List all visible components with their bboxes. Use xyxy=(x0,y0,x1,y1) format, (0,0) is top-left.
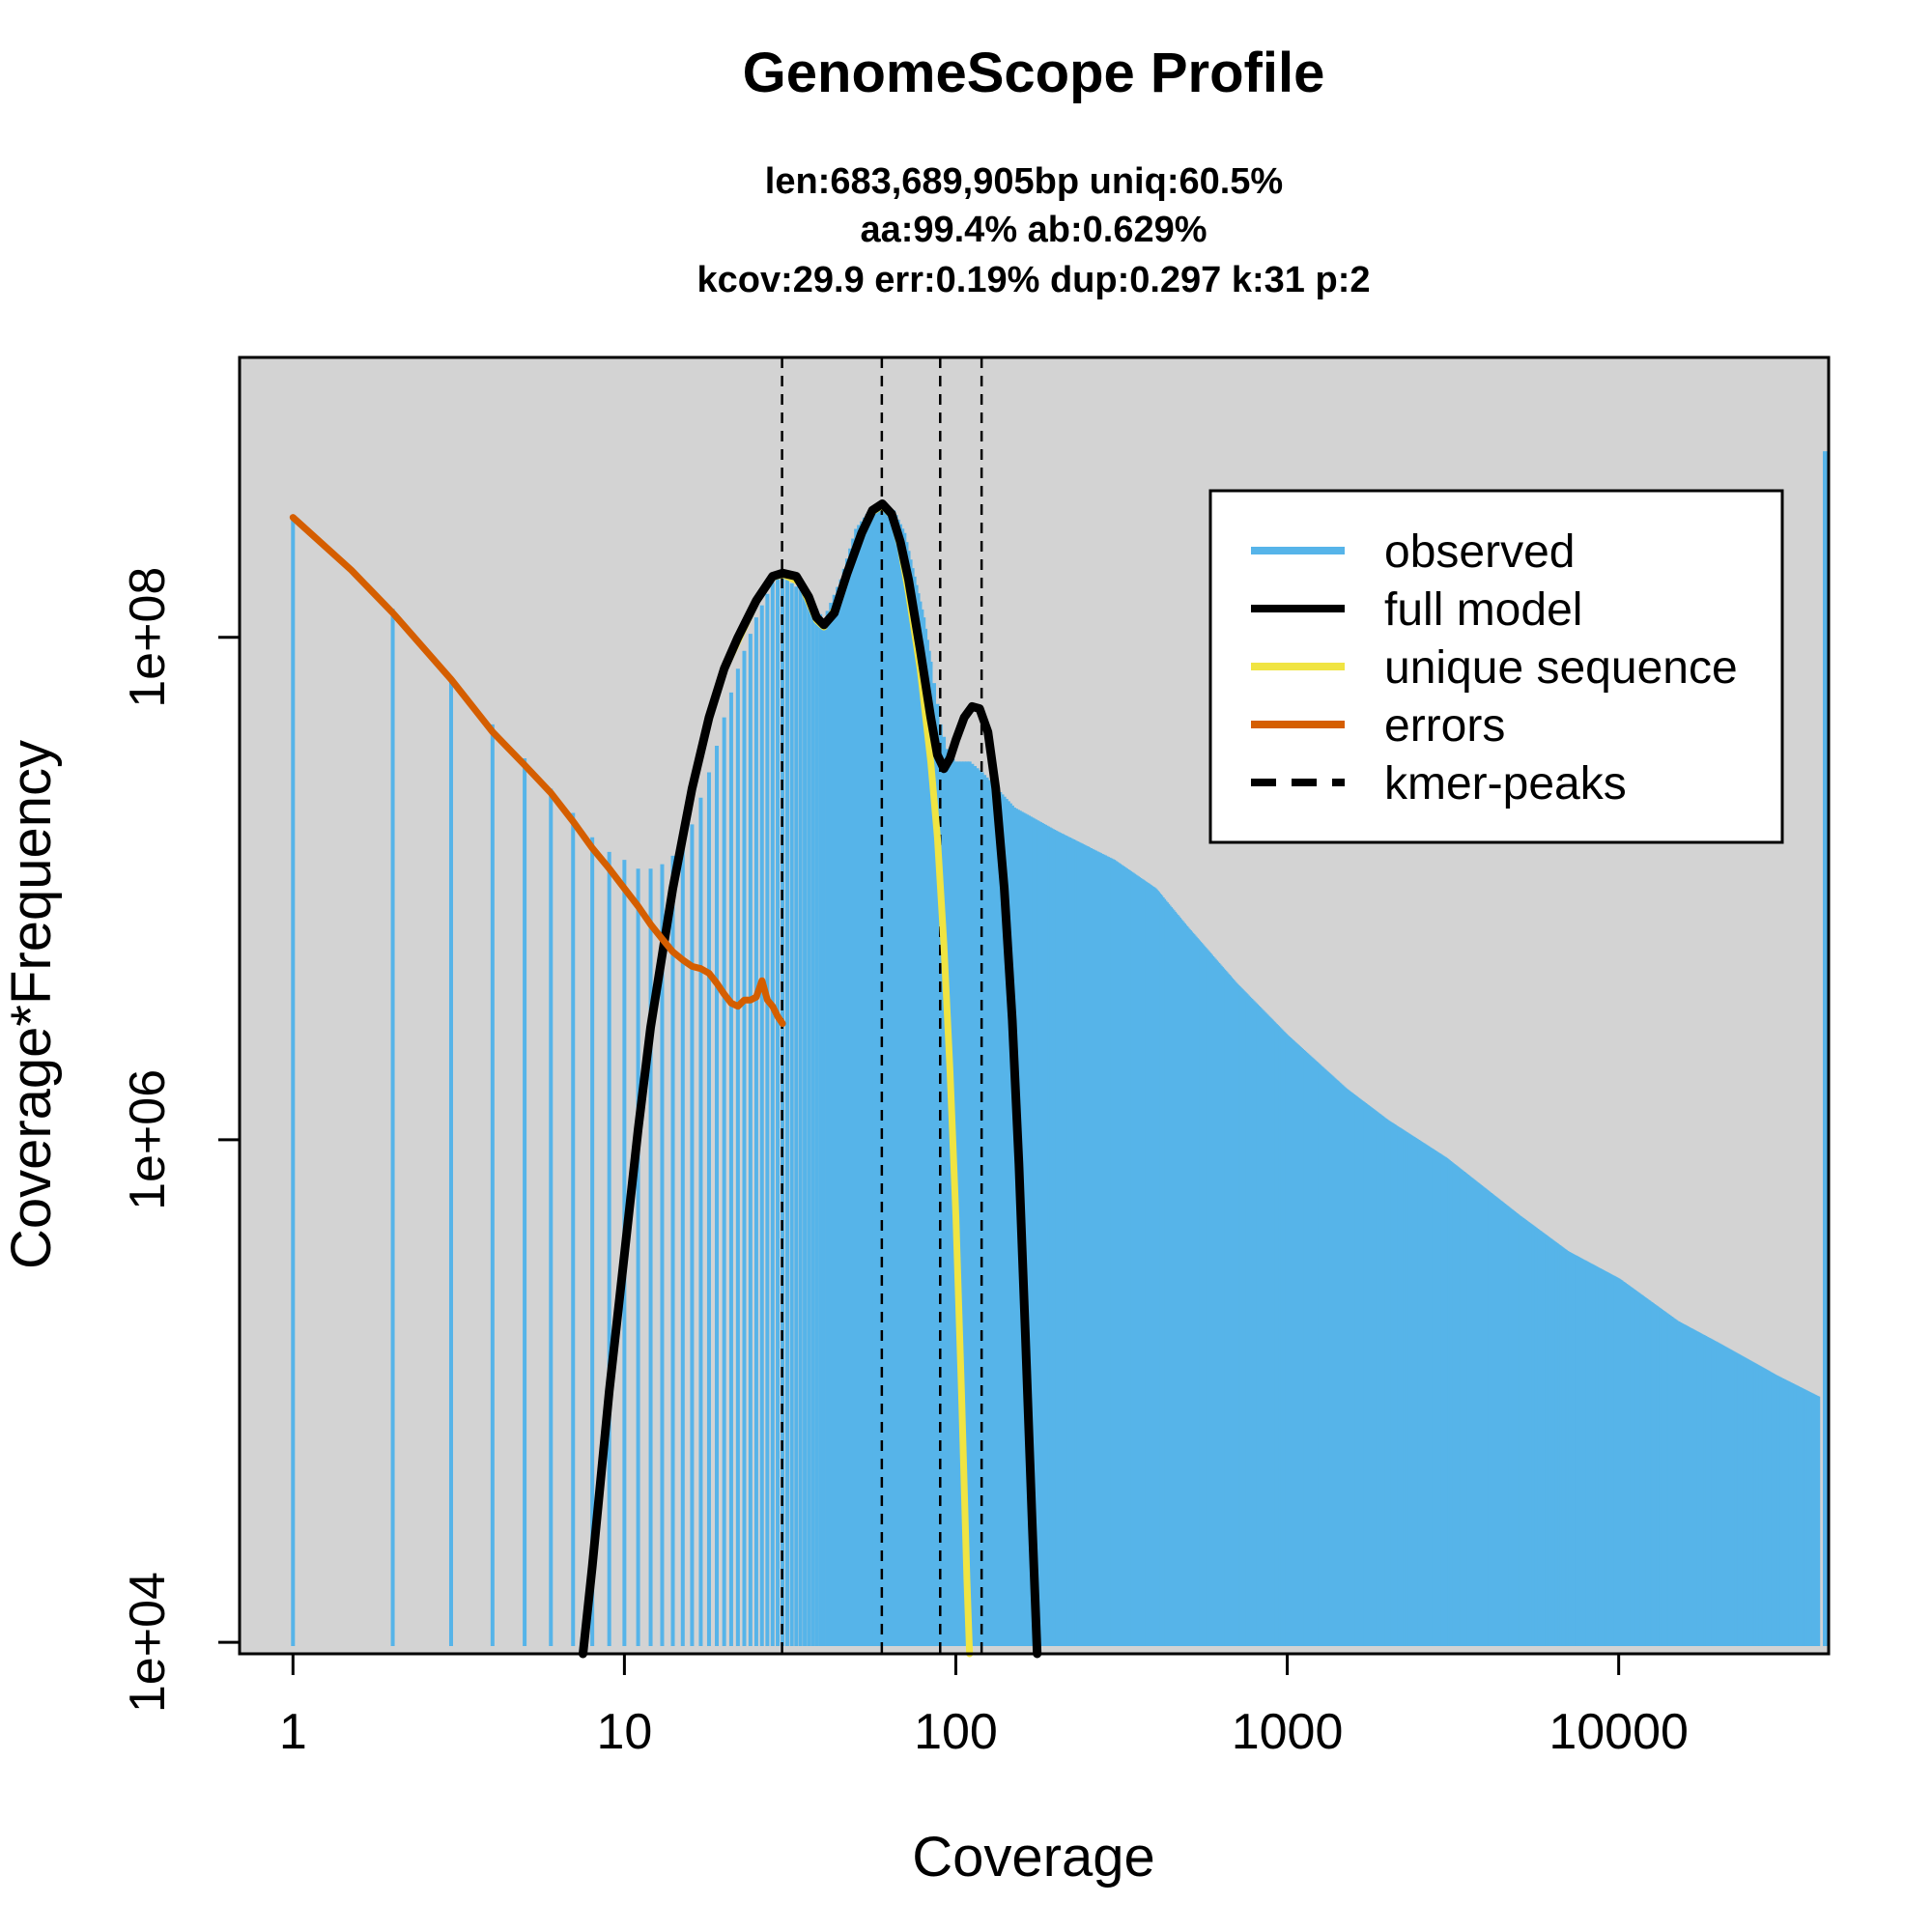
x-tick-label-3: 1000 xyxy=(1232,1704,1344,1760)
x-tick-label-4: 10000 xyxy=(1548,1704,1689,1760)
y-axis-label: Coverage*Frequency xyxy=(0,740,63,1269)
chart-subtitle-line-3: kcov:29.9 err:0.19% dup:0.297 k:31 p:2 xyxy=(696,260,1370,300)
observed-series xyxy=(291,451,1828,1646)
chart-title: GenomeScope Profile xyxy=(743,42,1325,104)
x-tick-label-0: 1 xyxy=(279,1704,307,1760)
plot-frame xyxy=(238,355,1831,1656)
legend-label-0: observed xyxy=(1384,526,1575,578)
model-lines xyxy=(289,499,1042,1659)
legend: observed full model unique sequence errors k… xyxy=(1208,489,1784,844)
y-axis: 1e+04 1e+06 1e+08 xyxy=(120,567,240,1713)
y-tick-label-0: 1e+04 xyxy=(120,1572,176,1713)
y-tick-label-1: 1e+06 xyxy=(120,1069,176,1210)
x-axis-label: Coverage xyxy=(912,1826,1154,1889)
errors-line xyxy=(289,514,786,1028)
legend-label-3: errors xyxy=(1384,700,1505,752)
kmer-peak-lines xyxy=(781,357,983,1654)
legend-label-2: unique sequence xyxy=(1384,642,1738,694)
x-axis: 1 10 100 1000 10000 xyxy=(279,1654,1689,1760)
y-tick-label-2: 1e+08 xyxy=(120,567,176,708)
legend-label-4: kmer-peaks xyxy=(1384,758,1627,810)
chart-subtitle-line-2: aa:99.4% ab:0.629% xyxy=(860,210,1207,250)
x-tick-label-1: 10 xyxy=(596,1704,652,1760)
legend-label-1: full model xyxy=(1384,584,1582,636)
x-tick-label-2: 100 xyxy=(914,1704,998,1760)
full-model-line xyxy=(579,499,1042,1659)
chart-subtitle-line-1: len:683,689,905bp uniq:60.5% xyxy=(765,161,1283,202)
